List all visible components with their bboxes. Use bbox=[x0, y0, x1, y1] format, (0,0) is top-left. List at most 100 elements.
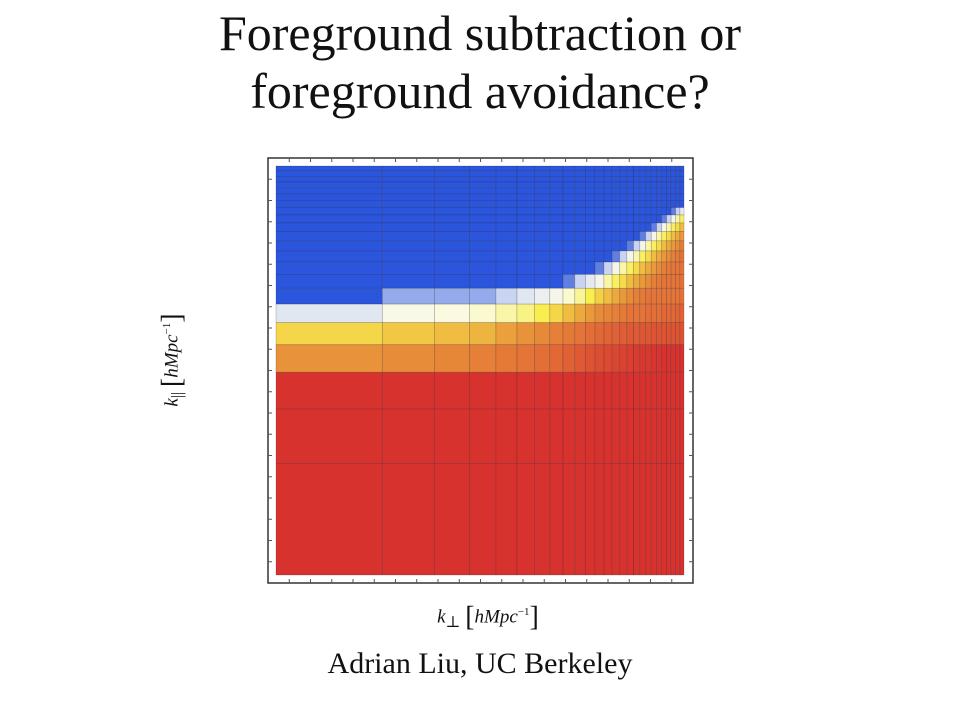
heatmap-cell bbox=[603, 371, 613, 410]
heatmap-cell bbox=[381, 303, 435, 323]
heatmap-cell bbox=[675, 165, 681, 172]
heatmap-cell bbox=[661, 274, 667, 289]
heatmap-cell bbox=[639, 408, 647, 464]
heatmap-cell bbox=[594, 231, 605, 242]
heatmap-cell bbox=[495, 207, 518, 216]
heatmap-cell bbox=[434, 371, 470, 410]
heatmap-cell bbox=[562, 240, 576, 252]
heatmap-cell bbox=[534, 303, 551, 323]
heatmap-cell bbox=[495, 181, 518, 189]
heatmap-cell bbox=[495, 214, 518, 224]
heatmap-cell bbox=[656, 214, 663, 224]
heatmap-cell bbox=[603, 261, 613, 275]
heatmap-cell bbox=[611, 193, 621, 201]
heatmap-cell bbox=[434, 303, 470, 323]
heatmap-cell bbox=[594, 287, 605, 305]
heatmap-cell bbox=[549, 187, 564, 195]
x-axis-subscript: ⊥ bbox=[445, 614, 461, 632]
heatmap-cell bbox=[670, 187, 676, 195]
heatmap-cell bbox=[495, 371, 518, 410]
heatmap-cell bbox=[645, 274, 652, 289]
heatmap-cell bbox=[670, 250, 676, 263]
heatmap-cell bbox=[650, 193, 657, 201]
heatmap-cell bbox=[562, 181, 576, 189]
heatmap-cell bbox=[495, 170, 518, 177]
heatmap-cell bbox=[562, 200, 576, 208]
heatmap-cell bbox=[650, 222, 657, 232]
heatmap-cell bbox=[679, 187, 685, 195]
heatmap-cell bbox=[469, 222, 497, 232]
heatmap-cell bbox=[585, 463, 596, 576]
heatmap-cell bbox=[434, 176, 470, 183]
heatmap-cell bbox=[675, 222, 681, 232]
heatmap-cell bbox=[675, 231, 681, 242]
heatmap-cell bbox=[626, 193, 634, 201]
heatmap-cell bbox=[639, 371, 647, 410]
heatmap-cell bbox=[611, 187, 621, 195]
heatmap-cell bbox=[675, 274, 681, 289]
heatmap-cell bbox=[633, 240, 641, 252]
heatmap-cell bbox=[469, 408, 497, 464]
heatmap-cell bbox=[675, 193, 681, 201]
heatmap-cell bbox=[633, 207, 641, 216]
heatmap-cell bbox=[275, 240, 383, 252]
heatmap-cell bbox=[585, 165, 596, 172]
heatmap-cell bbox=[661, 193, 667, 201]
heatmap-cell bbox=[645, 176, 652, 183]
heatmap-cell bbox=[534, 170, 551, 177]
y-axis-bracket-close: ] bbox=[156, 313, 188, 323]
heatmap-cell bbox=[679, 240, 685, 252]
heatmap-cell bbox=[666, 274, 672, 289]
heatmap-cell bbox=[626, 322, 634, 346]
heatmap-cell bbox=[434, 261, 470, 275]
heatmap-cell bbox=[549, 214, 564, 224]
heatmap-cell bbox=[675, 187, 681, 195]
heatmap-cell bbox=[574, 207, 586, 216]
heatmap-cell bbox=[645, 240, 652, 252]
heatmap-cell bbox=[619, 176, 628, 183]
heatmap-cell bbox=[645, 231, 652, 242]
heatmap-cell bbox=[585, 170, 596, 177]
heatmap-cell bbox=[549, 274, 564, 289]
heatmap-cell bbox=[639, 170, 647, 177]
heatmap-cell bbox=[639, 274, 647, 289]
heatmap-cell bbox=[562, 207, 576, 216]
heatmap-cell bbox=[574, 231, 586, 242]
heatmap-cell bbox=[611, 181, 621, 189]
heatmap-cell bbox=[495, 274, 518, 289]
heatmap-cell bbox=[619, 214, 628, 224]
heatmap-cell bbox=[275, 165, 383, 172]
heatmap-cell bbox=[650, 165, 657, 172]
heatmap-cell bbox=[275, 322, 383, 346]
heatmap-cell bbox=[626, 176, 634, 183]
heatmap-cell bbox=[661, 463, 667, 576]
heatmap-cell bbox=[603, 176, 613, 183]
heatmap-cell bbox=[516, 344, 535, 373]
heatmap-cell bbox=[611, 170, 621, 177]
heatmap-cell bbox=[434, 463, 470, 576]
heatmap-cell bbox=[661, 181, 667, 189]
heatmap-cell bbox=[562, 408, 576, 464]
heatmap-cell bbox=[679, 207, 685, 216]
heatmap-cell bbox=[594, 303, 605, 323]
heatmap-cell bbox=[516, 371, 535, 410]
heatmap-cell bbox=[585, 187, 596, 195]
heatmap-cell bbox=[469, 214, 497, 224]
heatmap-cell bbox=[661, 231, 667, 242]
heatmap-cell bbox=[549, 222, 564, 232]
heatmap-cell bbox=[639, 287, 647, 305]
heatmap-cell bbox=[645, 371, 652, 410]
y-axis-label: k|| [hMpc−1] bbox=[152, 280, 187, 440]
heatmap-cell bbox=[656, 240, 663, 252]
heatmap-cell bbox=[611, 207, 621, 216]
heatmap-cell bbox=[656, 344, 663, 373]
heatmap-cell bbox=[675, 408, 681, 464]
heatmap-cell bbox=[585, 287, 596, 305]
heatmap-cell bbox=[594, 170, 605, 177]
heatmap-cell bbox=[534, 240, 551, 252]
heatmap-cell bbox=[656, 287, 663, 305]
heatmap-cell bbox=[626, 371, 634, 410]
heatmap-cell bbox=[670, 240, 676, 252]
heatmap-cell bbox=[650, 200, 657, 208]
heatmap-cell bbox=[574, 170, 586, 177]
